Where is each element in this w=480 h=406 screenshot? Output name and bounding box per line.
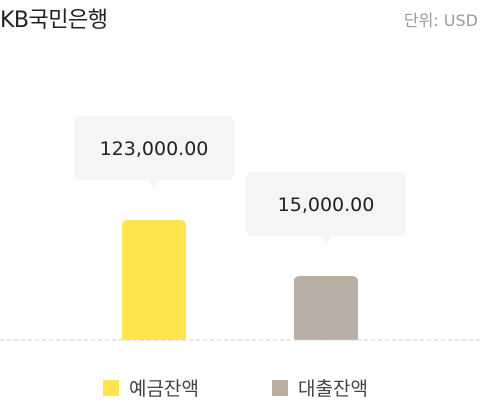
data-label-loan: 15,000.00 bbox=[278, 194, 375, 216]
bar-deposit bbox=[122, 220, 186, 340]
value-bubble-deposit bbox=[74, 116, 234, 180]
legend-swatch-loan bbox=[272, 379, 288, 396]
legend-item-loan: 대출잔액 bbox=[272, 374, 368, 401]
value-bubble-tail-loan bbox=[319, 236, 333, 244]
value-bubble-loan bbox=[246, 172, 406, 236]
unit-label: 단위: USD bbox=[403, 11, 478, 30]
legend-item-deposit: 예금잔액 bbox=[103, 374, 199, 401]
legend-swatch-deposit bbox=[103, 379, 119, 396]
bar-loan bbox=[294, 276, 358, 340]
legend: 예금잔액 대출잔액 bbox=[0, 374, 480, 401]
chart-title: KB국민은행 bbox=[0, 8, 108, 33]
value-bubble-tail-deposit bbox=[147, 180, 161, 188]
legend-label-deposit: 예금잔액 bbox=[129, 378, 199, 400]
data-label-deposit: 123,000.00 bbox=[100, 138, 209, 160]
legend-label-loan: 대출잔액 bbox=[298, 378, 368, 400]
